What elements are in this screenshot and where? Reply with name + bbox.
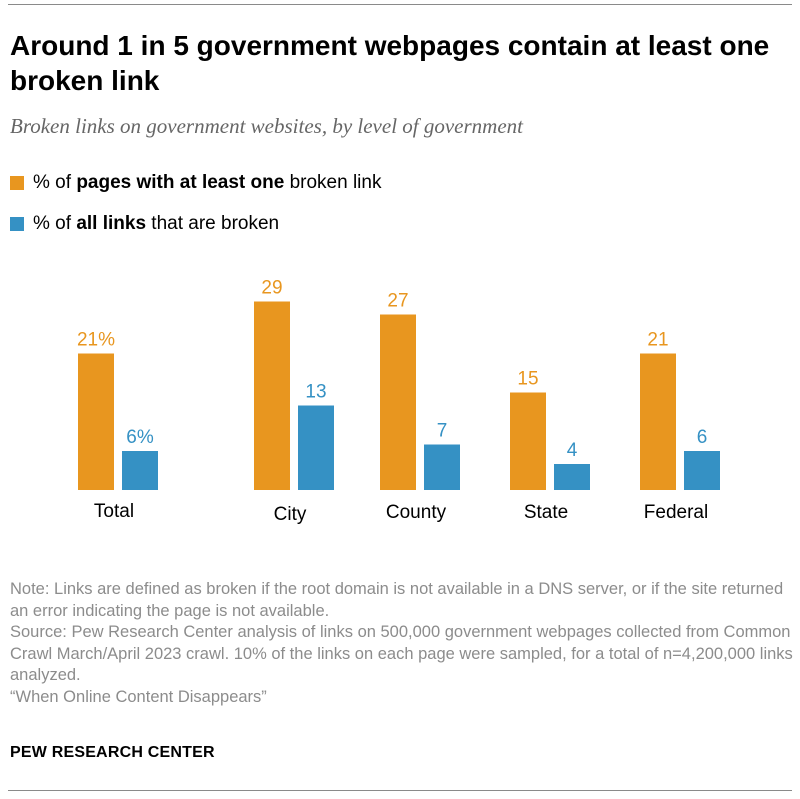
- legend-swatch-links: [10, 217, 24, 231]
- bar-total-pages: [78, 353, 114, 490]
- legend-label-pages: % of pages with at least one broken link: [33, 172, 382, 193]
- bar-county-pages: [380, 314, 416, 490]
- data-label-county-links: 7: [437, 421, 448, 442]
- data-label-federal-links: 6: [697, 427, 708, 448]
- chart-subtitle: Broken links on government websites, by …: [10, 114, 523, 138]
- bottom-rule: [8, 790, 792, 791]
- bar-total-links: [122, 451, 158, 490]
- category-label-federal: Federal: [644, 502, 708, 523]
- category-label-total: Total: [94, 501, 134, 522]
- data-label-total-pages: 21%: [77, 330, 115, 351]
- legend-swatch-pages: [10, 176, 24, 190]
- report-title: “When Online Content Disappears”: [10, 687, 267, 706]
- bar-city-pages: [254, 301, 290, 490]
- bar-county-links: [424, 444, 460, 490]
- chart-notes: Note: Links are defined as broken if the…: [10, 579, 795, 708]
- brand-logo-text: PEW RESEARCH CENTER: [10, 744, 215, 761]
- bar-federal-pages: [640, 353, 676, 490]
- data-label-county-pages: 27: [387, 291, 408, 312]
- data-label-state-pages: 15: [517, 369, 538, 390]
- top-rule: [8, 4, 792, 5]
- data-label-federal-pages: 21: [647, 330, 668, 351]
- legend-label-links: % of all links that are broken: [33, 213, 280, 234]
- note-text: Note: Links are defined as broken if the…: [10, 580, 784, 620]
- source-text: Source: Pew Research Center analysis of …: [10, 623, 793, 684]
- bar-state-links: [554, 464, 590, 490]
- legend-item-pages: % of pages with at least one broken link: [10, 172, 381, 194]
- data-label-city-pages: 29: [261, 278, 282, 299]
- data-label-total-links: 6%: [126, 427, 154, 448]
- chart-title: Around 1 in 5 government webpages contai…: [10, 30, 770, 96]
- category-label-city: City: [274, 504, 307, 525]
- bar-federal-links: [684, 451, 720, 490]
- data-label-city-links: 13: [305, 382, 326, 403]
- bar-state-pages: [510, 392, 546, 490]
- data-label-state-links: 4: [567, 440, 578, 461]
- bar-chart: 21% 6% Total 29 13 City 27 7 County 15 4 State 21 6 Fe…: [77, 278, 720, 525]
- category-label-state: State: [524, 502, 568, 523]
- category-label-county: County: [386, 502, 447, 523]
- legend-item-links: % of all links that are broken: [10, 213, 279, 235]
- bar-city-links: [298, 405, 334, 490]
